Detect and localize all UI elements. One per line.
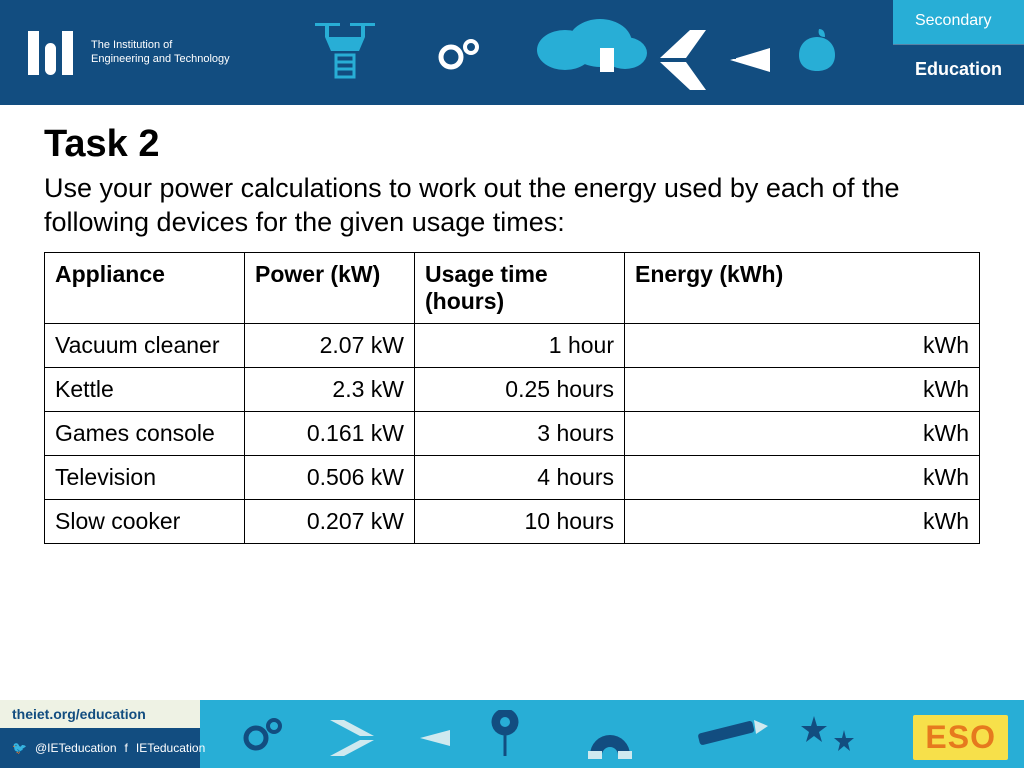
cell-energy: kWh [625,323,980,367]
table-row: Games console 0.161 kW 3 hours kWh [45,411,980,455]
education-badge: Secondary Education [893,0,1024,105]
pin-icon [490,710,520,758]
cell-energy: kWh [625,499,980,543]
footer-bar: theiet.org/education 🐦 @IETeducation f I… [0,700,1024,768]
cell-appliance: Vacuum cleaner [45,323,245,367]
footer-social: 🐦 @IETeducation f IETeducation [0,728,200,768]
table-header-row: Appliance Power (kW) Usage time (hours) … [45,252,980,323]
badge-education: Education [893,44,1024,94]
cell-appliance: Slow cooker [45,499,245,543]
task-title: Task 2 [44,123,980,166]
footer-graphics [210,700,904,768]
col-appliance: Appliance [45,252,245,323]
table-row: Television 0.506 kW 4 hours kWh [45,455,980,499]
cell-usage: 0.25 hours [415,367,625,411]
facebook-icon: f [125,741,128,755]
magnet-icon [580,715,640,759]
header-banner: The Institution of Engineering and Techn… [0,0,1024,105]
twitter-icon: 🐦 [12,741,27,755]
cell-appliance: Kettle [45,367,245,411]
cell-usage: 10 hours [415,499,625,543]
drone-icon [310,15,380,85]
energy-table: Appliance Power (kW) Usage time (hours) … [44,252,980,544]
badge-secondary: Secondary [893,0,1024,44]
shuttle-icon [600,20,790,95]
col-energy: Energy (kWh) [625,252,980,323]
iet-logo-text: The Institution of Engineering and Techn… [91,39,230,67]
iet-logo-bars [28,31,73,75]
cell-appliance: Games console [45,411,245,455]
pencil-icon [690,718,770,748]
twitter-handle: @IETeducation [35,741,117,755]
col-power: Power (kW) [245,252,415,323]
plane-icon [310,718,460,758]
iet-logo: The Institution of Engineering and Techn… [28,31,230,75]
table-row: Slow cooker 0.207 kW 10 hours kWh [45,499,980,543]
cell-power: 0.506 kW [245,455,415,499]
cell-usage: 3 hours [415,411,625,455]
cell-power: 0.161 kW [245,411,415,455]
table-row: Vacuum cleaner 2.07 kW 1 hour kWh [45,323,980,367]
task-description: Use your power calculations to work out … [44,172,980,240]
cell-energy: kWh [625,367,980,411]
col-usage: Usage time (hours) [415,252,625,323]
org-line-1: The Institution of [91,39,230,53]
table-row: Kettle 2.3 kW 0.25 hours kWh [45,367,980,411]
table-body: Vacuum cleaner 2.07 kW 1 hour kWh Kettle… [45,323,980,543]
cell-power: 2.3 kW [245,367,415,411]
eso-badge: ESO [913,715,1008,760]
cell-energy: kWh [625,411,980,455]
org-line-2: Engineering and Technology [91,53,230,67]
footer-url: theiet.org/education [0,700,200,728]
iet-logo-block: The Institution of Engineering and Techn… [28,31,230,75]
facebook-handle: IETeducation [136,741,205,755]
footer-info: theiet.org/education 🐦 @IETeducation f I… [0,700,200,768]
apple-icon [795,25,840,73]
cell-usage: 4 hours [415,455,625,499]
gears-icon [435,35,485,80]
cell-energy: kWh [625,455,980,499]
stars-icon [800,714,860,758]
cell-power: 0.207 kW [245,499,415,543]
main-content: Task 2 Use your power calculations to wo… [0,105,1024,544]
cell-usage: 1 hour [415,323,625,367]
cell-appliance: Television [45,455,245,499]
gear-icon [240,712,288,756]
cell-power: 2.07 kW [245,323,415,367]
